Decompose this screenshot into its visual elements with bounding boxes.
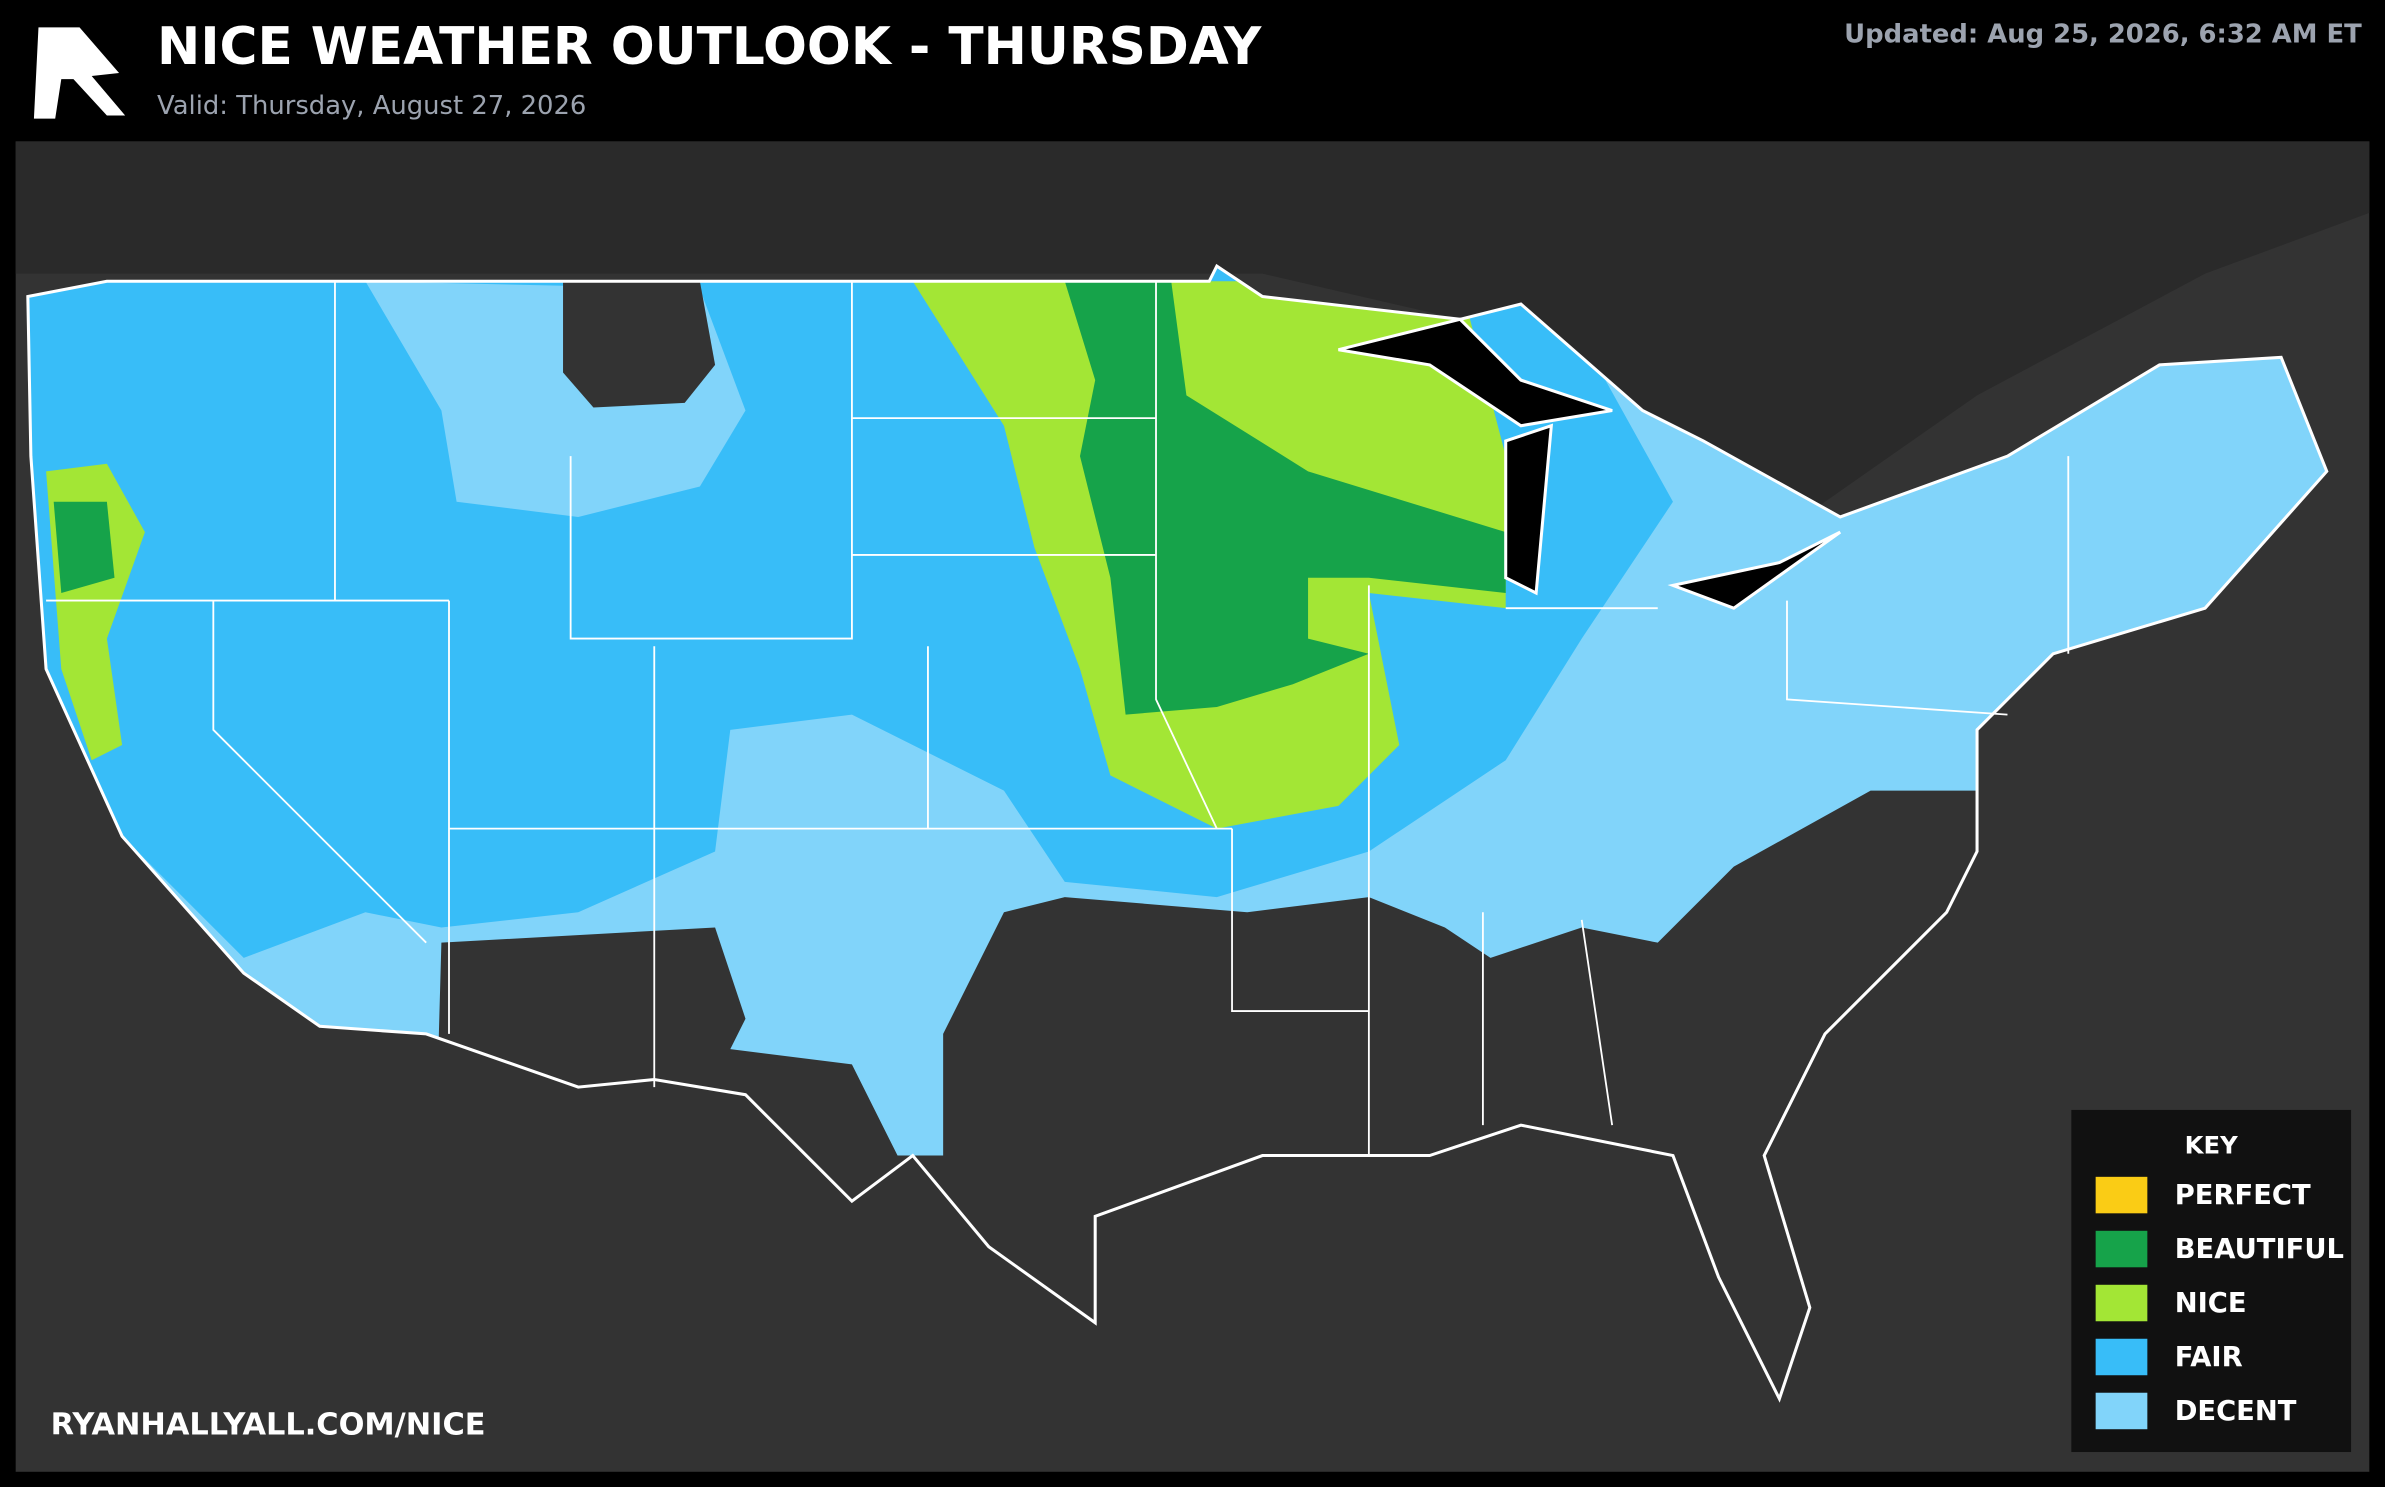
beautiful-region	[1064, 281, 1506, 715]
us-outline	[26, 263, 2329, 1403]
map	[15, 141, 2370, 1472]
title: NICE WEATHER OUTLOOK - THURSDAY	[157, 17, 1262, 77]
legend-swatch	[2095, 1230, 2148, 1268]
legend-label: BEAUTIFUL	[2175, 1234, 2344, 1265]
legend-swatch	[2095, 1338, 2148, 1376]
state-lines	[46, 281, 2070, 1156]
legend-swatch	[2095, 1392, 2148, 1430]
legend-swatch	[2095, 1284, 2148, 1322]
footer-url: RYANHALLYALL.COM/NICE	[51, 1408, 486, 1443]
updated-time: Updated: Aug 25, 2026, 6:32 AM ET	[1844, 19, 2362, 49]
legend-label: DECENT	[2175, 1396, 2297, 1427]
legend-title: KEY	[2185, 1130, 2238, 1159]
legend-items: PERFECT BEAUTIFUL NICE FAIR DECENT	[2095, 1176, 2344, 1430]
logo	[33, 27, 126, 119]
no-category-region	[563, 281, 716, 408]
legend-swatch	[2095, 1176, 2148, 1214]
valid-date: Valid: Thursday, August 27, 2026	[157, 91, 586, 121]
legend: KEY PERFECT BEAUTIFUL NICE FAIR DECENT	[2071, 1109, 2352, 1453]
great-lakes	[1338, 317, 1842, 610]
legend-label: FAIR	[2175, 1342, 2243, 1373]
legend-label: PERFECT	[2175, 1180, 2311, 1211]
legend-label: NICE	[2175, 1288, 2247, 1319]
beautiful-region	[53, 501, 115, 593]
